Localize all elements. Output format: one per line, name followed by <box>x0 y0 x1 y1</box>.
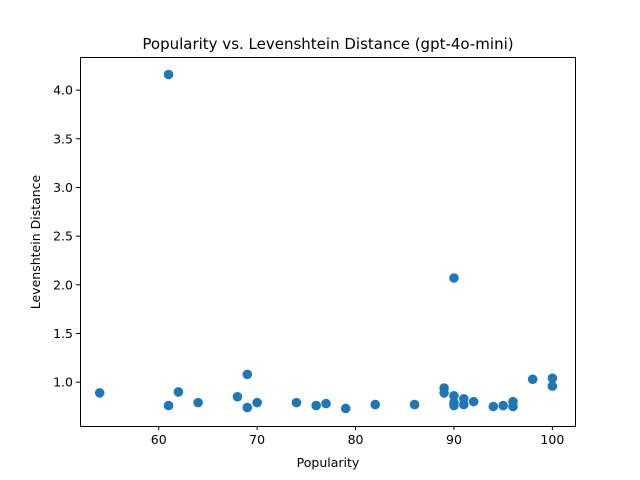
y-tick-label: 2.0 <box>53 277 73 292</box>
data-point <box>547 381 558 391</box>
data-point <box>370 399 381 410</box>
y-axis-label: Levenshtein Distance <box>28 174 43 309</box>
data-point <box>458 399 469 410</box>
x-tick-label: 80 <box>348 432 364 447</box>
data-point <box>252 397 262 408</box>
x-tick-label: 100 <box>540 432 564 447</box>
x-tick-label: 90 <box>446 432 462 447</box>
data-point <box>488 401 499 412</box>
plot-frame <box>80 57 576 427</box>
data-point <box>193 397 203 408</box>
data-point <box>242 402 253 413</box>
data-point <box>449 273 459 283</box>
data-point <box>340 403 351 414</box>
y-axis: 1.0 1.5 2.0 2.5 3.0 3.5 4.0 <box>53 83 80 390</box>
data-point <box>291 397 302 408</box>
y-tick-label: 2.5 <box>53 229 73 244</box>
y-tick-label: 3.0 <box>53 180 73 195</box>
chart-title: Popularity vs. Levenshtein Distance (gpt… <box>142 35 513 53</box>
data-point <box>547 373 558 384</box>
data-point <box>468 396 479 407</box>
data-point <box>242 369 253 380</box>
data-point <box>409 399 420 410</box>
x-tick-label: 60 <box>151 432 167 447</box>
data-point <box>321 398 331 409</box>
x-tick-label: 70 <box>249 432 265 447</box>
x-axis-label: Popularity <box>297 455 360 470</box>
data-point <box>311 400 321 411</box>
y-tick-label: 4.0 <box>53 83 73 98</box>
data-point <box>173 387 184 397</box>
data-point <box>439 388 449 398</box>
data-point <box>508 401 518 412</box>
data-point <box>527 374 538 385</box>
y-tick-label: 1.5 <box>53 326 73 341</box>
x-axis: 60 70 80 90 100 <box>151 426 564 447</box>
data-point <box>232 391 243 402</box>
data-point <box>449 391 459 401</box>
data-point <box>163 400 174 411</box>
data-point <box>498 400 508 411</box>
points-layer <box>94 69 558 414</box>
plot-area <box>80 57 576 427</box>
y-tick-label: 3.5 <box>53 131 73 146</box>
data-point <box>94 388 105 398</box>
y-tick-label: 1.0 <box>53 375 73 390</box>
data-point <box>449 400 459 411</box>
data-point <box>163 69 174 80</box>
